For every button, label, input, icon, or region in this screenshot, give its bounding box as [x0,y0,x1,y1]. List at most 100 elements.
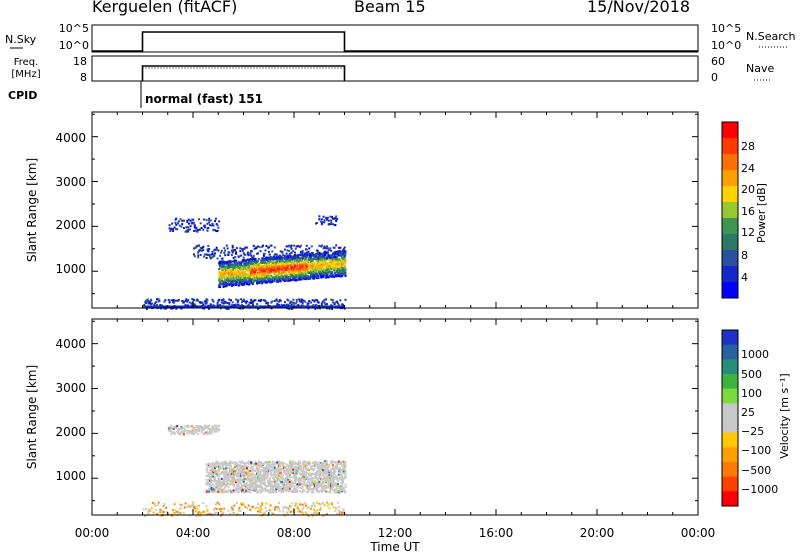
power-cell [176,228,179,231]
power-cell [267,262,270,264]
velocity-cell [292,482,295,485]
velocity-cell [310,465,312,468]
power-cell [334,271,337,274]
power-cell [343,254,346,257]
velocity-cell [238,460,241,463]
velocity-cell [313,467,316,470]
power-cell [320,276,323,279]
velocity-cell [292,472,295,475]
velocity-cell [239,481,242,484]
velocity-cell [293,467,296,469]
power-cell [278,269,280,272]
velocity-cell [296,483,299,486]
power-cell [265,302,268,305]
power-cell [287,268,290,271]
power-cell [311,305,314,308]
velocity-cell [327,469,330,471]
velocity-cell [306,476,309,479]
power-cell [320,220,323,223]
velocity-cell [299,472,302,475]
velocity-cell [334,475,337,478]
power-cell [268,278,271,281]
velocity-cell [324,471,327,474]
velocity-cell [204,432,207,435]
power-cell [223,276,226,279]
velocity-cell [257,472,259,475]
power-cell [204,299,207,302]
power-cell [336,258,339,261]
power-cell [294,265,296,268]
velocity-cell [242,480,245,483]
velocity-cell [228,471,231,474]
velocity-cell [303,481,306,484]
velocity-cell [217,489,220,492]
power-cell [344,275,347,277]
velocity-cell [199,425,202,427]
power-cell [306,253,309,256]
power-cell [327,258,330,261]
velocity-cell [194,431,197,434]
power-cell [250,302,253,304]
velocity-cell [175,427,178,429]
velocity-cell [186,431,189,434]
velocity-cell [273,472,276,475]
velocity-cell [294,470,297,473]
power-cell [197,254,200,257]
power-cell [273,253,276,256]
power-cell [208,253,211,256]
power-cell [237,303,240,306]
power-cell [226,306,229,309]
power-cell [326,216,329,219]
power-cell [294,276,297,279]
power-cell [258,246,261,249]
power-cell [287,256,290,259]
power-cell [206,248,209,251]
velocity-cell [235,489,238,492]
power-cell [228,276,231,279]
power-cell [266,275,269,278]
velocity-cell [329,475,332,478]
power-cell [335,265,338,268]
power-cell [303,263,306,266]
power-cell [287,299,290,302]
power-cell [322,255,325,258]
velocity-cell [223,488,226,490]
velocity-cell [319,464,322,467]
power-cell [292,274,295,277]
power-cell [247,254,250,257]
power-cell [283,254,286,257]
velocity-cell [225,462,228,465]
power-cell [262,244,264,247]
power-cell [333,302,336,305]
velocity-cell [173,431,176,434]
power-cell [228,298,231,301]
power-cell [231,279,234,282]
velocity-cell [254,460,257,463]
power-cell [278,273,280,276]
velocity-cell [205,469,208,472]
velocity-cell [328,473,331,476]
power-cell [226,247,229,250]
velocity-cell [317,491,320,494]
power-cell [172,299,175,301]
power-cell [259,263,262,266]
velocity-cell [173,503,176,506]
power-cell [315,260,318,263]
power-cell [320,306,323,308]
power-cell [143,303,146,306]
power-cell [184,299,187,302]
power-cell [319,264,322,267]
power-cell [259,280,262,283]
velocity-cell [279,470,282,473]
power-cell [272,270,275,273]
power-cell [294,251,296,254]
power-cell [293,267,296,270]
velocity-cell [210,487,213,489]
velocity-cell [227,464,230,467]
power-cell [165,305,168,308]
velocity-cell [252,462,255,465]
velocity-cell [217,464,220,467]
power-cell [303,277,306,280]
power-cell [342,303,344,306]
velocity-cell [262,463,265,466]
